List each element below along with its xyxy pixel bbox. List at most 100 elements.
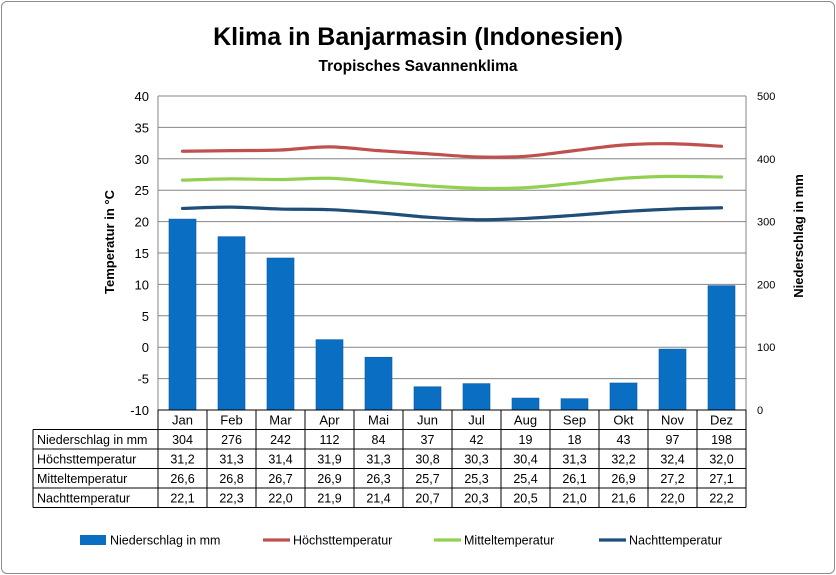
x-tick-label: Okt [613, 413, 634, 428]
table-cell: 25,3 [464, 472, 488, 486]
y-tick-right: 200 [757, 279, 775, 291]
table-cell: 31,3 [366, 453, 390, 467]
table-cell: 242 [270, 433, 291, 447]
table-cell: 276 [221, 433, 242, 447]
table-cell: 31,2 [170, 453, 194, 467]
x-tick-label: Jul [468, 413, 485, 428]
x-tick-label: Jun [417, 413, 438, 428]
bar [168, 218, 197, 411]
table-row-header: Nachttemperatur [37, 492, 130, 506]
x-tick-label: Sep [563, 413, 586, 428]
table-cell: 20,5 [513, 492, 537, 506]
y-tick-right: 0 [757, 405, 763, 417]
table-cell: 31,4 [268, 453, 292, 467]
y-tick-left: 25 [135, 183, 149, 198]
table-cell: 43 [617, 433, 631, 447]
x-tick-label: Mai [368, 413, 389, 428]
table-cell: 21,0 [562, 492, 586, 506]
table-cell: 20,7 [415, 492, 439, 506]
table-cell: 32,4 [660, 453, 684, 467]
table-cell: 26,8 [219, 472, 243, 486]
legend-label: Nachttemperatur [629, 534, 722, 548]
bar [266, 257, 295, 411]
table-cell: 26,6 [170, 472, 194, 486]
table-cell: 26,3 [366, 472, 390, 486]
table-cell: 84 [372, 433, 386, 447]
bar [217, 236, 246, 411]
table-cell: 30,4 [513, 453, 537, 467]
legend-label: Mitteltemperatur [464, 534, 554, 548]
table-cell: 22,1 [170, 492, 194, 506]
x-tick-label: Apr [319, 413, 340, 428]
y-tick-left: 10 [135, 277, 149, 292]
x-tick-label: Jan [172, 413, 193, 428]
bar [413, 386, 442, 411]
bar [462, 383, 491, 411]
y-tick-left: -10 [130, 403, 149, 418]
chart-title: Klima in Banjarmasin (Indonesien) [213, 23, 623, 51]
y-tick-left: 20 [135, 215, 149, 230]
table-cell: 21,6 [611, 492, 635, 506]
table-cell: 18 [568, 433, 582, 447]
table-cell: 26,1 [562, 472, 586, 486]
table-cell: 31,3 [219, 453, 243, 467]
table-cell: 21,4 [366, 492, 390, 506]
table-row-header: Niederschlag in mm [37, 433, 147, 447]
table-cell: 22,3 [219, 492, 243, 506]
table-cell: 21,9 [317, 492, 341, 506]
table-cell: 26,9 [611, 472, 635, 486]
table-cell: 27,1 [709, 472, 733, 486]
table-cell: 26,7 [268, 472, 292, 486]
y-tick-right: 300 [757, 217, 775, 229]
table-cell: 30,8 [415, 453, 439, 467]
y-axis-label-right: Niederschlag in mm [791, 174, 806, 298]
bar [364, 356, 393, 411]
table-cell: 25,7 [415, 472, 439, 486]
table-cell: 27,2 [660, 472, 684, 486]
table-row-header: Höchsttemperatur [37, 453, 136, 467]
series-line [180, 142, 724, 159]
x-tick-label: Aug [514, 413, 537, 428]
bar [560, 398, 589, 411]
table-cell: 198 [711, 433, 732, 447]
series-line [180, 205, 724, 222]
table-cell: 32,0 [709, 453, 733, 467]
y-tick-left: 40 [135, 89, 149, 104]
y-tick-left: 5 [142, 309, 149, 324]
bar [658, 348, 687, 411]
table-cell: 26,9 [317, 472, 341, 486]
table-cell: 112 [320, 433, 340, 447]
y-tick-left: 0 [142, 340, 149, 355]
y-tick-left: 35 [135, 120, 149, 135]
table-cell: 31,9 [317, 453, 341, 467]
bar [707, 285, 736, 411]
y-tick-left: -5 [137, 372, 149, 387]
table-cell: 22,0 [660, 492, 684, 506]
table-cell: 42 [470, 433, 484, 447]
table-cell: 32,2 [611, 453, 635, 467]
x-tick-label: Mar [269, 413, 292, 428]
chart-subtitle: Tropisches Savannenklima [318, 58, 517, 75]
series-line [180, 174, 724, 191]
y-tick-right: 400 [757, 154, 775, 166]
bar [315, 339, 344, 411]
table-cell: 30,3 [464, 453, 488, 467]
x-tick-label: Feb [220, 413, 242, 428]
table-cell: 25,4 [513, 472, 537, 486]
table-cell: 19 [519, 433, 533, 447]
table-cell: 20,3 [464, 492, 488, 506]
table-cell: 22,2 [709, 492, 733, 506]
table-cell: 31,3 [562, 453, 586, 467]
legend-label: Höchsttemperatur [293, 534, 392, 548]
table-row-header: Mitteltemperatur [37, 472, 127, 486]
table-cell: 22,0 [268, 492, 292, 506]
y-tick-right: 100 [757, 342, 775, 354]
table-cell: 304 [172, 433, 193, 447]
legend-label: Niederschlag in mm [110, 534, 220, 548]
y-tick-right: 500 [757, 91, 775, 103]
y-tick-left: 30 [135, 152, 149, 167]
bar [511, 397, 540, 411]
table-cell: 97 [666, 433, 680, 447]
x-tick-label: Dez [710, 413, 733, 428]
